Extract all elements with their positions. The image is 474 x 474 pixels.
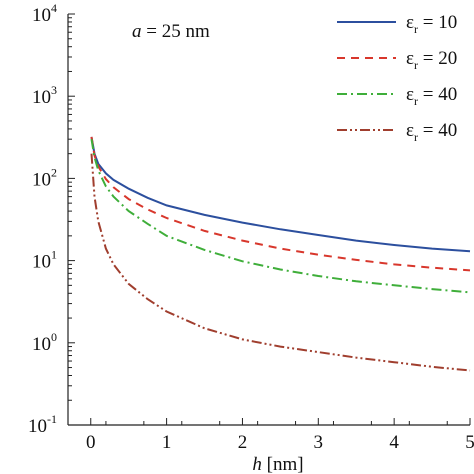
legend-symbol: ε [406,12,414,33]
legend-value: = 40 [418,84,457,105]
series-line [90,136,471,253]
y-tick-label: 100 [32,330,57,355]
plot-area [90,136,471,372]
y-tick-exponent: 2 [51,165,57,179]
y-tick-exponent: 3 [51,83,57,97]
legend-value: = 20 [418,48,457,69]
x-tick-label: 4 [389,432,399,453]
y-tick-label: 10-1 [28,412,57,437]
y-tick-base: 10 [32,87,51,108]
y-tick-exponent: -1 [47,412,57,426]
annotation-text: = 25 nm [142,21,210,42]
series-line [90,153,471,372]
x-axis-label: h [nm] [252,454,303,474]
legend-subscript: r [414,94,418,108]
y-tick-exponent: 4 [51,1,57,15]
legend-label: εr = 20 [406,48,457,72]
legend-value: = 40 [418,120,457,141]
x-tick-label: 1 [162,432,172,453]
annotation-a: a = 25 nm [132,21,210,42]
legend-label: εr = 40 [406,120,457,144]
x-tick-label: 2 [238,432,248,453]
y-tick-label: 101 [32,248,57,273]
y-tick-base: 10 [28,416,47,437]
y-tick-base: 10 [32,169,51,190]
legend-symbol: ε [406,120,414,141]
y-tick-label: 103 [32,83,57,108]
legend-label: εr = 40 [406,84,457,108]
y-tick-label: 104 [32,1,57,26]
y-tick-base: 10 [32,252,51,273]
x-tick-label: 0 [86,432,96,453]
legend-value: = 10 [418,12,457,33]
legend-subscript: r [414,22,418,36]
x-axis-label-var: h [252,454,262,474]
x-axis-label-unit: [nm] [262,454,304,474]
annotation-var: a [132,21,142,42]
legend-subscript: r [414,130,418,144]
legend-symbol: ε [406,84,414,105]
y-tick-exponent: 0 [51,330,57,344]
legend-label: εr = 10 [406,12,457,36]
x-tick-label: 5 [465,432,474,453]
y-tick-exponent: 1 [51,248,57,262]
legend-symbol: ε [406,48,414,69]
x-tick-label: 3 [314,432,324,453]
series-line [90,136,471,272]
y-tick-base: 10 [32,334,51,355]
y-tick-base: 10 [32,5,51,26]
y-tick-label: 102 [32,165,57,190]
legend-subscript: r [414,58,418,72]
series-line [90,139,471,294]
